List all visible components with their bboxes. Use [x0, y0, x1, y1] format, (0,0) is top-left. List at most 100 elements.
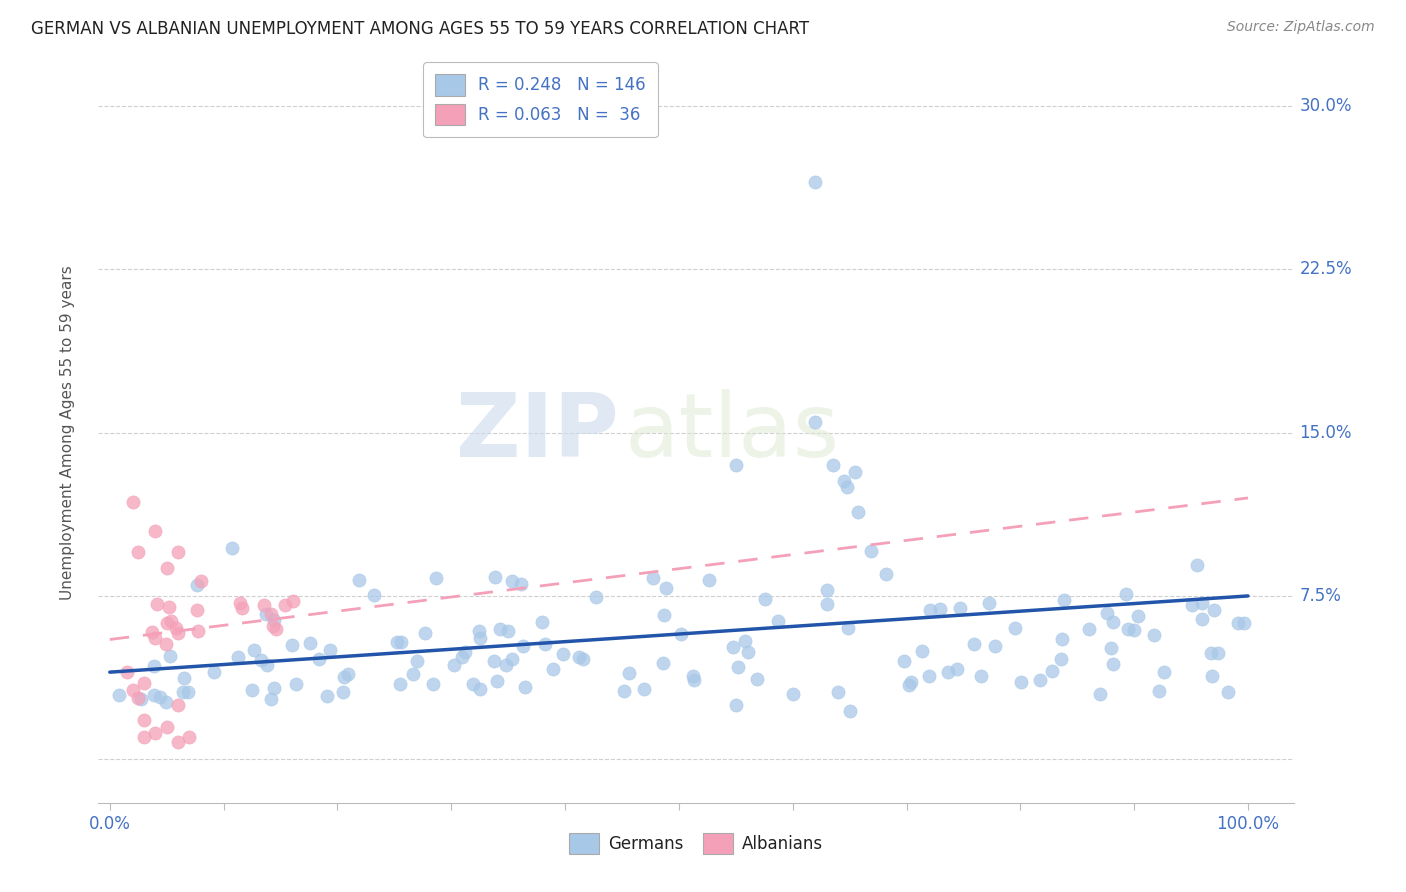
Point [484, 654, 506, 668]
Point [501, 652, 523, 666]
Point [844, 465, 866, 479]
Point [1191, 612, 1213, 626]
Point [127, 691, 149, 706]
Point [1218, 685, 1240, 699]
Point [127, 545, 149, 559]
Point [202, 665, 225, 679]
Point [619, 665, 641, 680]
Point [132, 731, 155, 745]
Point [143, 524, 166, 538]
Point [1102, 657, 1125, 672]
Point [724, 698, 747, 712]
Point [468, 624, 491, 638]
Point [179, 731, 201, 745]
Point [530, 615, 553, 630]
Point [697, 573, 720, 587]
Point [918, 669, 941, 683]
Point [186, 578, 208, 592]
Text: 30.0%: 30.0% [1299, 97, 1353, 115]
Point [363, 588, 385, 602]
Point [821, 458, 844, 473]
Point [256, 657, 278, 672]
Point [142, 688, 165, 702]
Point [333, 670, 356, 684]
Point [1011, 675, 1033, 690]
Point [142, 659, 165, 673]
Point [486, 673, 509, 688]
Point [260, 691, 283, 706]
Point [145, 597, 167, 611]
Point [641, 571, 664, 585]
Point [754, 591, 776, 606]
Point [285, 677, 308, 691]
Point [240, 682, 263, 697]
Point [969, 669, 991, 683]
Point [231, 601, 253, 615]
Point [1227, 615, 1250, 630]
Point [401, 666, 423, 681]
Point [1116, 622, 1139, 636]
Point [1199, 646, 1222, 660]
Point [571, 652, 593, 666]
Point [121, 495, 143, 509]
Point [655, 582, 678, 596]
Point [264, 622, 287, 636]
Point [405, 655, 427, 669]
Point [451, 650, 474, 665]
Point [177, 684, 200, 698]
Point [155, 637, 177, 651]
Text: Source: ZipAtlas.com: Source: ZipAtlas.com [1227, 20, 1375, 34]
Point [1181, 598, 1204, 612]
Point [1077, 622, 1099, 636]
Legend: Germans, Albanians: Germans, Albanians [562, 826, 830, 861]
Point [336, 667, 359, 681]
Point [132, 676, 155, 690]
Point [484, 570, 506, 584]
Point [1050, 632, 1073, 646]
Point [1201, 669, 1223, 683]
Point [553, 647, 575, 661]
Point [274, 598, 297, 612]
Point [156, 560, 179, 574]
Point [242, 643, 264, 657]
Point [727, 660, 749, 674]
Point [107, 688, 129, 702]
Point [167, 545, 190, 559]
Point [1040, 664, 1063, 678]
Point [298, 636, 321, 650]
Y-axis label: Unemployment Among Ages 55 to 59 years: Unemployment Among Ages 55 to 59 years [60, 265, 75, 600]
Point [263, 614, 285, 628]
Point [262, 619, 284, 633]
Point [308, 652, 330, 666]
Point [683, 673, 706, 688]
Point [141, 624, 163, 639]
Point [229, 595, 252, 609]
Point [453, 645, 475, 659]
Point [159, 649, 181, 664]
Point [470, 631, 492, 645]
Point [173, 671, 195, 685]
Point [734, 634, 756, 648]
Point [156, 720, 179, 734]
Point [898, 678, 921, 692]
Text: 7.5%: 7.5% [1299, 587, 1341, 605]
Point [585, 590, 607, 604]
Point [187, 624, 209, 639]
Point [226, 650, 249, 665]
Point [347, 574, 370, 588]
Point [568, 649, 591, 664]
Point [724, 458, 747, 473]
Text: atlas: atlas [624, 389, 839, 476]
Point [254, 607, 277, 621]
Point [489, 622, 512, 636]
Point [315, 690, 337, 704]
Point [167, 735, 190, 749]
Point [468, 681, 491, 696]
Point [669, 627, 692, 641]
Point [1029, 673, 1052, 688]
Point [723, 640, 745, 655]
Point [283, 594, 305, 608]
Point [534, 637, 557, 651]
Point [145, 631, 167, 645]
Point [682, 668, 704, 682]
